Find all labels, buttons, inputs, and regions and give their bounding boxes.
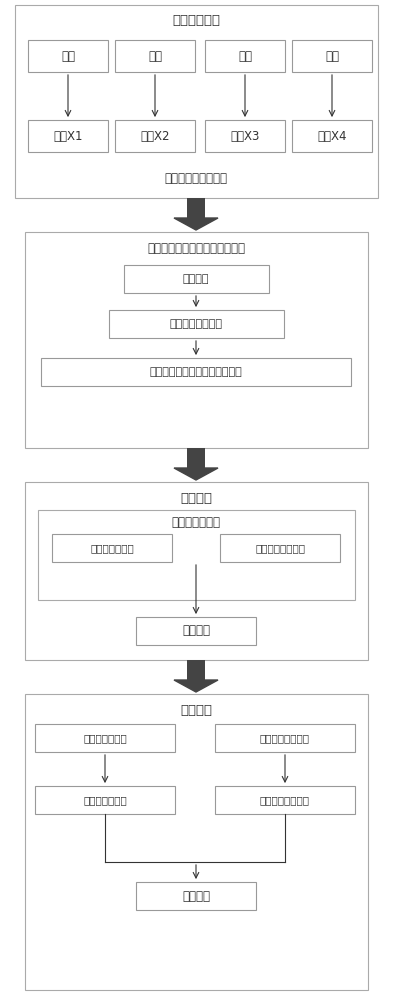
Bar: [187, 198, 205, 218]
Bar: [292, 40, 372, 72]
Text: 在线监测数据: 在线监测数据: [172, 13, 220, 26]
Bar: [187, 660, 205, 680]
Bar: [25, 694, 368, 990]
Bar: [205, 40, 285, 72]
Bar: [220, 534, 340, 562]
Text: 报警警示: 报警警示: [182, 624, 210, 638]
Bar: [205, 120, 285, 152]
Text: 可恢复性异常点: 可恢复性异常点: [83, 733, 127, 743]
Bar: [215, 786, 355, 814]
Bar: [38, 510, 355, 600]
Text: 压力: 压力: [238, 49, 252, 62]
Text: 基于特征参数的异常点检测模型: 基于特征参数的异常点检测模型: [147, 241, 245, 254]
Text: 集合X1: 集合X1: [53, 129, 83, 142]
Bar: [35, 724, 175, 752]
Bar: [28, 120, 108, 152]
Text: 过程监控数据预处理: 过程监控数据预处理: [165, 172, 228, 184]
Text: 温度: 温度: [148, 49, 162, 62]
Bar: [25, 482, 368, 660]
Text: 集合X3: 集合X3: [230, 129, 260, 142]
Polygon shape: [174, 680, 218, 692]
Bar: [35, 786, 175, 814]
Bar: [187, 448, 205, 468]
Polygon shape: [174, 468, 218, 480]
Text: 异常点统计分类: 异常点统计分类: [171, 516, 220, 528]
Bar: [28, 40, 108, 72]
Text: 验证结果: 验证结果: [182, 890, 210, 902]
Text: 不可恢复性异常点: 不可恢复性异常点: [260, 733, 310, 743]
Bar: [41, 358, 351, 386]
Text: 特征提取: 特征提取: [183, 274, 209, 284]
Bar: [136, 882, 256, 910]
Text: 异常处理: 异常处理: [180, 491, 212, 504]
Text: 集合X2: 集合X2: [140, 129, 170, 142]
Bar: [124, 265, 269, 293]
Text: 不可恢复性异常点: 不可恢复性异常点: [255, 543, 305, 553]
Text: 误差异常值验证: 误差异常值验证: [83, 795, 127, 805]
Text: 流量: 流量: [61, 49, 75, 62]
Text: 可恢复性异常点: 可恢复性异常点: [90, 543, 134, 553]
Bar: [292, 120, 372, 152]
Bar: [215, 724, 355, 752]
Text: 特征空间建模分析: 特征空间建模分析: [169, 319, 222, 329]
Text: 检定装置检定验证: 检定装置检定验证: [260, 795, 310, 805]
Bar: [115, 120, 195, 152]
Bar: [115, 40, 195, 72]
Text: 异常验证: 异常验证: [180, 704, 212, 716]
Bar: [136, 617, 256, 645]
Polygon shape: [174, 218, 218, 230]
Text: 集合X4: 集合X4: [317, 129, 347, 142]
Text: 依据检测函数判断是否为异常点: 依据检测函数判断是否为异常点: [150, 367, 242, 377]
Bar: [25, 232, 368, 448]
Bar: [109, 310, 284, 338]
Bar: [52, 534, 172, 562]
Text: 液位: 液位: [325, 49, 339, 62]
Bar: [15, 5, 378, 198]
